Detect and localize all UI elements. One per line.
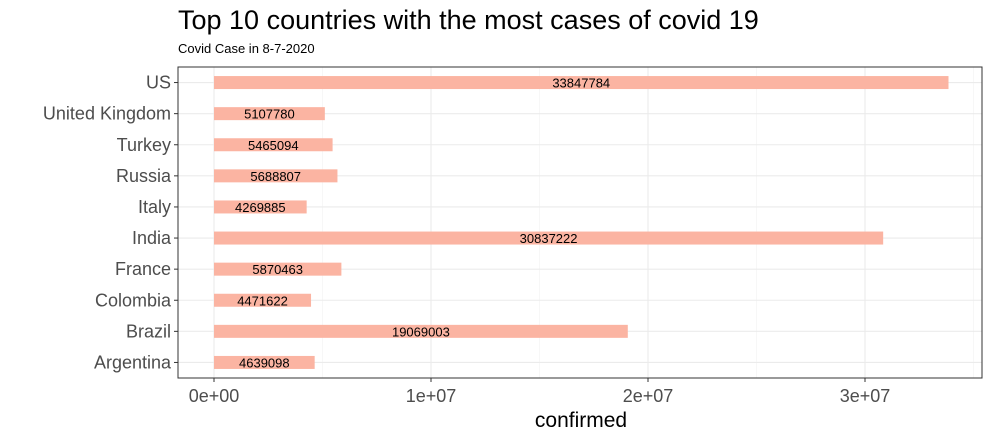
data-label: 5688807 [250,169,301,184]
x-axis-ticks: 0e+00 1e+07 2e+07 3e+07 [189,378,891,406]
bar [214,324,628,338]
data-label: 4639098 [239,355,290,370]
bar [214,355,315,369]
bar [214,107,325,121]
bar [214,138,333,152]
chart-subtitle: Covid Case in 8-7-2020 [178,41,315,56]
data-label: 30837222 [520,231,578,246]
bar [214,293,312,307]
category-label: US [146,73,171,93]
category-label: France [115,259,171,279]
chart-title: Top 10 countries with the most cases of … [178,5,759,35]
bar [214,169,338,183]
data-label: 33847784 [552,76,610,91]
category-label: Italy [138,197,171,217]
x-tick-label: 3e+07 [840,386,891,406]
x-axis-title: confirmed [535,409,627,432]
category-label: Colombia [95,290,172,310]
panel-border [177,66,983,379]
data-label: 4471622 [237,293,288,308]
x-tick-label: 2e+07 [623,386,674,406]
category-label: India [132,228,172,248]
category-label: Brazil [126,321,171,341]
data-label: 19069003 [392,324,450,339]
x-tick-label: 0e+00 [189,386,240,406]
bar [214,76,949,90]
data-label: 4269885 [235,200,286,215]
bar [214,262,342,276]
data-label: 5107780 [244,107,295,122]
x-tick-label: 1e+07 [406,386,457,406]
category-label: Russia [116,166,172,186]
category-label: Argentina [94,352,172,372]
data-label: 5465094 [248,138,299,153]
bar [214,231,884,245]
bar [214,200,307,214]
category-labels: Argentina Brazil Colombia France India Italy R… [43,73,178,372]
category-label: United Kingdom [43,104,171,124]
bars: 4639098 19069003 4471622 5870463 30837222 426… [214,76,949,370]
category-label: Turkey [117,135,171,155]
data-label: 5870463 [252,262,303,277]
